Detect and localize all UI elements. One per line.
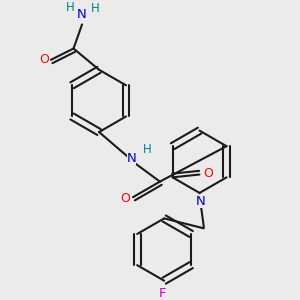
Text: N: N (77, 8, 87, 21)
Text: N: N (196, 196, 206, 208)
Text: O: O (203, 167, 213, 180)
Text: O: O (120, 192, 130, 205)
Text: H: H (66, 1, 75, 14)
Text: H: H (90, 2, 99, 15)
Text: F: F (159, 287, 166, 300)
Text: N: N (127, 152, 136, 165)
Text: H: H (143, 142, 152, 155)
Text: O: O (39, 53, 49, 66)
